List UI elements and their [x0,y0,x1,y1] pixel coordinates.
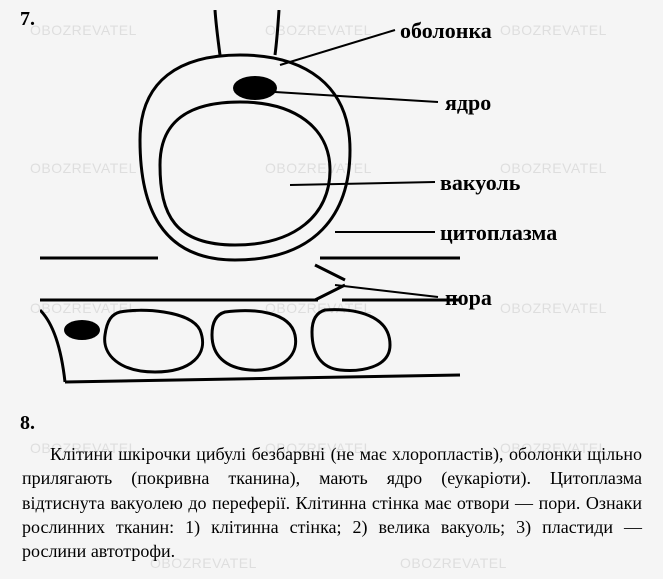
lower-vacuole [312,310,390,371]
question-number-7: 7. [20,8,35,31]
lower-cell-edge [40,310,65,382]
wall-line [65,375,460,382]
pore-edge [315,285,345,300]
label-nucleus: ядро [445,90,491,116]
label-cytoplasm: цитоплазма [440,220,557,246]
label-membrane: оболонка [400,18,492,44]
vacuole-outline [160,102,330,245]
leader-vacuole [290,182,435,185]
pore-edge [315,265,345,280]
answer-text: Клітини шкірочки цибулі безбарвні (не ма… [22,442,642,563]
cell-neck-left [215,10,220,55]
cell-diagram: оболонка ядро вакуоль цитоплазма пора [40,10,620,400]
question-number-8: 8. [20,412,35,435]
lower-vacuole [212,311,296,371]
leader-membrane [280,30,395,65]
lower-nucleus-shape [64,320,100,340]
label-pore: пора [445,285,492,311]
leader-nucleus [275,92,438,102]
label-vacuole: вакуоль [440,170,520,196]
lower-vacuole [105,310,203,372]
cell-neck-right [275,10,279,55]
nucleus-shape [233,76,277,100]
answer-paragraph: Клітини шкірочки цибулі безбарвні (не ма… [22,442,642,563]
leader-pore [335,285,438,297]
